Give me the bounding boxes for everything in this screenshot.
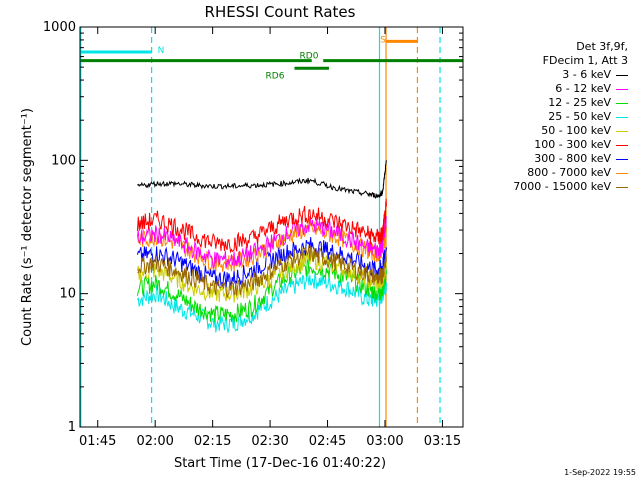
x-tick-label: 02:45	[309, 434, 346, 449]
legend-entry-label: 25 - 50 keV	[548, 110, 611, 123]
footer-timestamp: 1-Sep-2022 19:55	[564, 468, 636, 477]
legend-entry-label: 7000 - 15000 keV	[513, 180, 611, 193]
x-axis-label: Start Time (17-Dec-16 01:40:22)	[174, 456, 386, 471]
legend-entry-label: 6 - 12 keV	[555, 82, 611, 95]
legend-swatch	[616, 130, 628, 132]
bar-label: RD0	[300, 52, 319, 62]
chart-title: RHESSI Count Rates	[205, 3, 356, 21]
legend-entry-label: 50 - 100 keV	[541, 124, 611, 137]
series-line-6-12kev	[136, 215, 387, 269]
series-line-12-25kev	[136, 257, 387, 323]
y-tick-label: 100	[51, 153, 76, 168]
tick-layer: 01:45 02:00 02:15 02:30 02:45 03:00 03:15 1 10 10…	[43, 20, 463, 449]
legend-swatch	[616, 144, 628, 146]
legend-swatch	[616, 74, 628, 76]
legend-swatch	[616, 172, 628, 174]
legend-swatch	[616, 102, 628, 104]
series-line-300-800kev	[136, 237, 387, 288]
legend-entry-label: 800 - 7000 keV	[527, 166, 611, 179]
series-line-100-300kev	[136, 198, 387, 254]
legend-entry: 12 - 25 keV	[548, 96, 628, 109]
legend-entry: 3 - 6 keV	[562, 68, 628, 81]
series-line-800-7000kev	[136, 218, 387, 273]
bar-label: RD6	[266, 71, 285, 81]
legend-entry: 300 - 800 keV	[534, 152, 628, 165]
legend-header-decimation: FDecim 1, Att 3	[542, 54, 628, 67]
annotation-layer: N S RD0 RD6	[80, 27, 463, 427]
legend-swatch	[616, 116, 628, 118]
legend-entry-label: 100 - 300 keV	[534, 138, 611, 151]
bar-label: S	[380, 35, 386, 45]
plot-frame	[79, 26, 464, 428]
series-line-7000-15000kev	[137, 245, 387, 298]
bar-label: N	[158, 46, 165, 56]
legend-entry: 800 - 7000 keV	[527, 166, 628, 179]
x-tick-label: 02:00	[136, 434, 173, 449]
x-tick-label: 02:30	[251, 434, 288, 449]
y-tick-label: 1000	[43, 20, 76, 35]
y-tick-label: 10	[59, 287, 76, 302]
series-line-3-6kev	[137, 160, 387, 199]
legend-entry: 6 - 12 keV	[555, 82, 628, 95]
legend-entry-label: 300 - 800 keV	[534, 152, 611, 165]
x-tick-label: 01:45	[79, 434, 116, 449]
legend-swatch	[616, 88, 628, 90]
legend-entry: 25 - 50 keV	[548, 110, 628, 123]
legend-entry: 100 - 300 keV	[534, 138, 628, 151]
x-tick-label: 02:15	[194, 434, 231, 449]
legend-entry: 50 - 100 keV	[541, 124, 628, 137]
legend-entry-label: 3 - 6 keV	[562, 68, 611, 81]
legend-entry-label: 12 - 25 keV	[548, 96, 611, 109]
y-tick-label: 1	[68, 420, 76, 435]
legend-swatch	[616, 186, 628, 188]
y-axis-label: Count Rate (s⁻¹ detector segment⁻¹)	[20, 108, 35, 346]
series-layer	[136, 160, 387, 335]
x-tick-label: 03:00	[366, 434, 403, 449]
legend-swatch	[616, 158, 628, 160]
legend-entry: 7000 - 15000 keV	[513, 180, 628, 193]
legend-header-detector: Det 3f,9f,	[576, 40, 628, 53]
x-tick-label: 03:15	[424, 434, 461, 449]
